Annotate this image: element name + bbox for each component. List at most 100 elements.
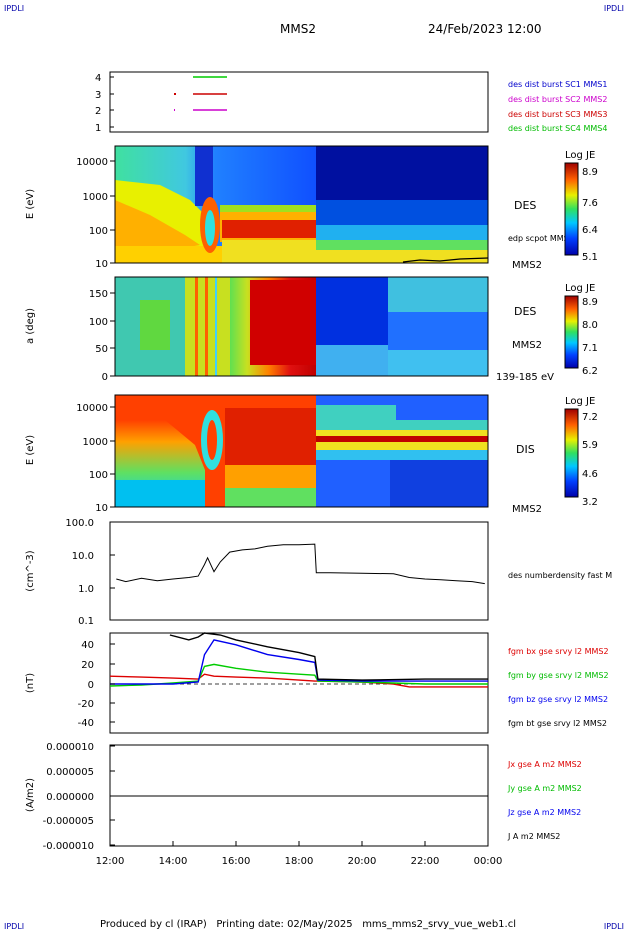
x-tick-label: 14:00	[159, 856, 188, 867]
dens-tick-0-1: 0.1	[78, 616, 94, 627]
field-ylabel: (nT)	[25, 673, 36, 693]
density-panel: 100.0 10.0 1.0 0.1 (cm^-3) des numberden…	[25, 518, 612, 627]
current-legend-jz: Jz gse A m2 MMS2	[507, 808, 581, 817]
pa-colorbar	[564, 295, 579, 369]
des-e-ylabel: E (eV)	[25, 189, 36, 219]
pa-right-lower	[316, 345, 388, 376]
dis-swirl-core	[207, 420, 217, 460]
dis-yellow-band-2	[316, 442, 488, 450]
des-e-tick-100: 100	[89, 226, 108, 237]
cur-tick-0: 0.000010	[46, 742, 94, 753]
des-pa-panel: 150 100 50 0 a (deg) DES MMS2 139-185 eV…	[25, 276, 598, 383]
field-yticks: 40 20 0 -20 -40	[78, 640, 115, 729]
bz-series-line	[110, 639, 488, 685]
des-energy-panel: 10000 1000 100 10 E (eV) DES edp scpot M…	[25, 145, 598, 271]
sc-yticks: 1 2 3 4	[95, 73, 114, 134]
dis-tick-10000: 10000	[76, 403, 108, 414]
pa-cbar-tick-0: 8.9	[582, 297, 598, 308]
legend-sc2: des dist burst SC2 MMS2	[508, 95, 607, 104]
pa-range-label: 139-185 eV	[496, 372, 554, 383]
des-e-cbar-tick-2: 6.4	[582, 225, 598, 236]
legend-sc3: des dist burst SC3 MMS3	[508, 110, 607, 119]
current-panel: 0.000010 0.000005 0.000000 -0.000005 -0.…	[25, 742, 582, 852]
des-swirl-core	[205, 210, 215, 246]
sc-tick-1: 1	[95, 123, 101, 134]
pa-far-right-top	[388, 277, 488, 312]
field-legend-bt: fgm bt gse srvy l2 MMS2	[508, 719, 607, 728]
cur-tick-2: 0.000000	[46, 792, 94, 803]
field-legend-bz: fgm bz gse srvy l2 MMS2	[508, 695, 608, 704]
pa-red-core	[250, 280, 316, 365]
dis-tick-100: 100	[89, 470, 108, 481]
pa-tick-100: 100	[89, 317, 108, 328]
sc-tick-3: 3	[95, 90, 101, 101]
dis-tick-10: 10	[95, 503, 108, 514]
dis-left-bottom	[115, 480, 205, 507]
field-panel: 40 20 0 -20 -40 (nT) fgm bx gse srvy l2 …	[25, 632, 609, 734]
pa-stripe-3	[215, 277, 217, 376]
des-e-cbar-title: Log JE	[565, 150, 595, 161]
des-right-green	[316, 240, 488, 250]
spacecraft-title: MMS2	[280, 22, 316, 36]
current-ylabel: (A/m2)	[25, 778, 36, 812]
dis-tick-1000: 1000	[83, 437, 108, 448]
des-e-tick-10: 10	[95, 259, 108, 270]
dis-energy-panel: 10000 1000 100 10 E (eV) DIS MMS2 Log JE…	[25, 394, 598, 515]
dis-yticks: 10000 1000 100 10	[76, 403, 115, 514]
dis-red-core	[225, 408, 316, 473]
x-tick-label: 22:00	[411, 856, 440, 867]
des-e-cbar-tick-3: 5.1	[582, 252, 598, 263]
burst-mms2-dot	[174, 109, 175, 111]
dis-colorbar	[564, 408, 579, 498]
field-tick-0: 0	[88, 680, 94, 691]
datetime-title: 24/Feb/2023 12:00	[428, 22, 542, 36]
x-tick-group: 12:00 14:00 16:00 18:00 20:00 22:00 00:00	[96, 841, 503, 867]
field-legend-bx: fgm bx gse srvy l2 MMS2	[508, 647, 609, 656]
scpot-line	[402, 257, 489, 263]
dis-right-cyan	[316, 405, 396, 430]
pa-tick-0: 0	[102, 372, 108, 383]
des-e-cbar-tick-0: 8.9	[582, 167, 598, 178]
pa-cbar-title: Log JE	[565, 283, 595, 294]
legend-sc1: des dist burst SC1 MMS1	[508, 80, 607, 89]
bx-series-line	[109, 673, 488, 688]
pa-ylabel: a (deg)	[25, 308, 36, 344]
dis-yellow-band	[316, 430, 488, 438]
dis-mid-green	[225, 488, 316, 507]
des-right-yellow	[316, 250, 488, 263]
by-series-line	[109, 663, 488, 687]
des-dark-strip	[195, 146, 213, 206]
current-yticks: 0.000010 0.000005 0.000000 -0.000005 -0.…	[43, 742, 115, 852]
burst-mms3-dot	[174, 93, 176, 95]
pa-left-green	[140, 300, 170, 350]
des-e-sc-label: MMS2	[512, 260, 542, 271]
pa-side-label: DES	[514, 305, 536, 318]
density-ylabel: (cm^-3)	[25, 550, 36, 591]
corner-label-bottom-right: IPDLI	[603, 922, 624, 931]
corner-label-bottom-left: IPDLI	[4, 922, 25, 931]
pa-stripe-1	[195, 277, 198, 376]
pa-sc-label: MMS2	[512, 340, 542, 351]
field-tick-m40: -40	[78, 718, 94, 729]
dis-cbar-tick-3: 3.2	[582, 497, 598, 508]
pa-tick-50: 50	[95, 344, 108, 355]
dis-ylabel: E (eV)	[25, 435, 36, 465]
dis-cyan-band	[316, 450, 488, 460]
des-pa-yticks: 150 100 50 0	[89, 289, 115, 383]
x-tick-label: 18:00	[285, 856, 314, 867]
field-tick-40: 40	[81, 640, 94, 651]
des-lower-yellow	[222, 240, 316, 263]
pa-tick-150: 150	[89, 289, 108, 300]
footer-credit: Produced by cl (IRAP) Printing date: 02/…	[100, 919, 517, 930]
dis-mid-orange	[225, 465, 316, 490]
dis-cbar-title: Log JE	[565, 396, 595, 407]
field-tick-m20: -20	[78, 699, 94, 710]
des-red-band	[222, 220, 316, 238]
current-legend-jx: Jx gse A m2 MMS2	[507, 760, 582, 769]
des-right-cyan	[316, 225, 488, 243]
x-tick-label: 00:00	[474, 856, 503, 867]
cur-tick-3: -0.000005	[43, 816, 94, 827]
pa-stripe-2	[205, 277, 208, 376]
pa-far-right-bottom	[388, 350, 488, 376]
corner-label-top-left: IPDLI	[4, 4, 25, 13]
